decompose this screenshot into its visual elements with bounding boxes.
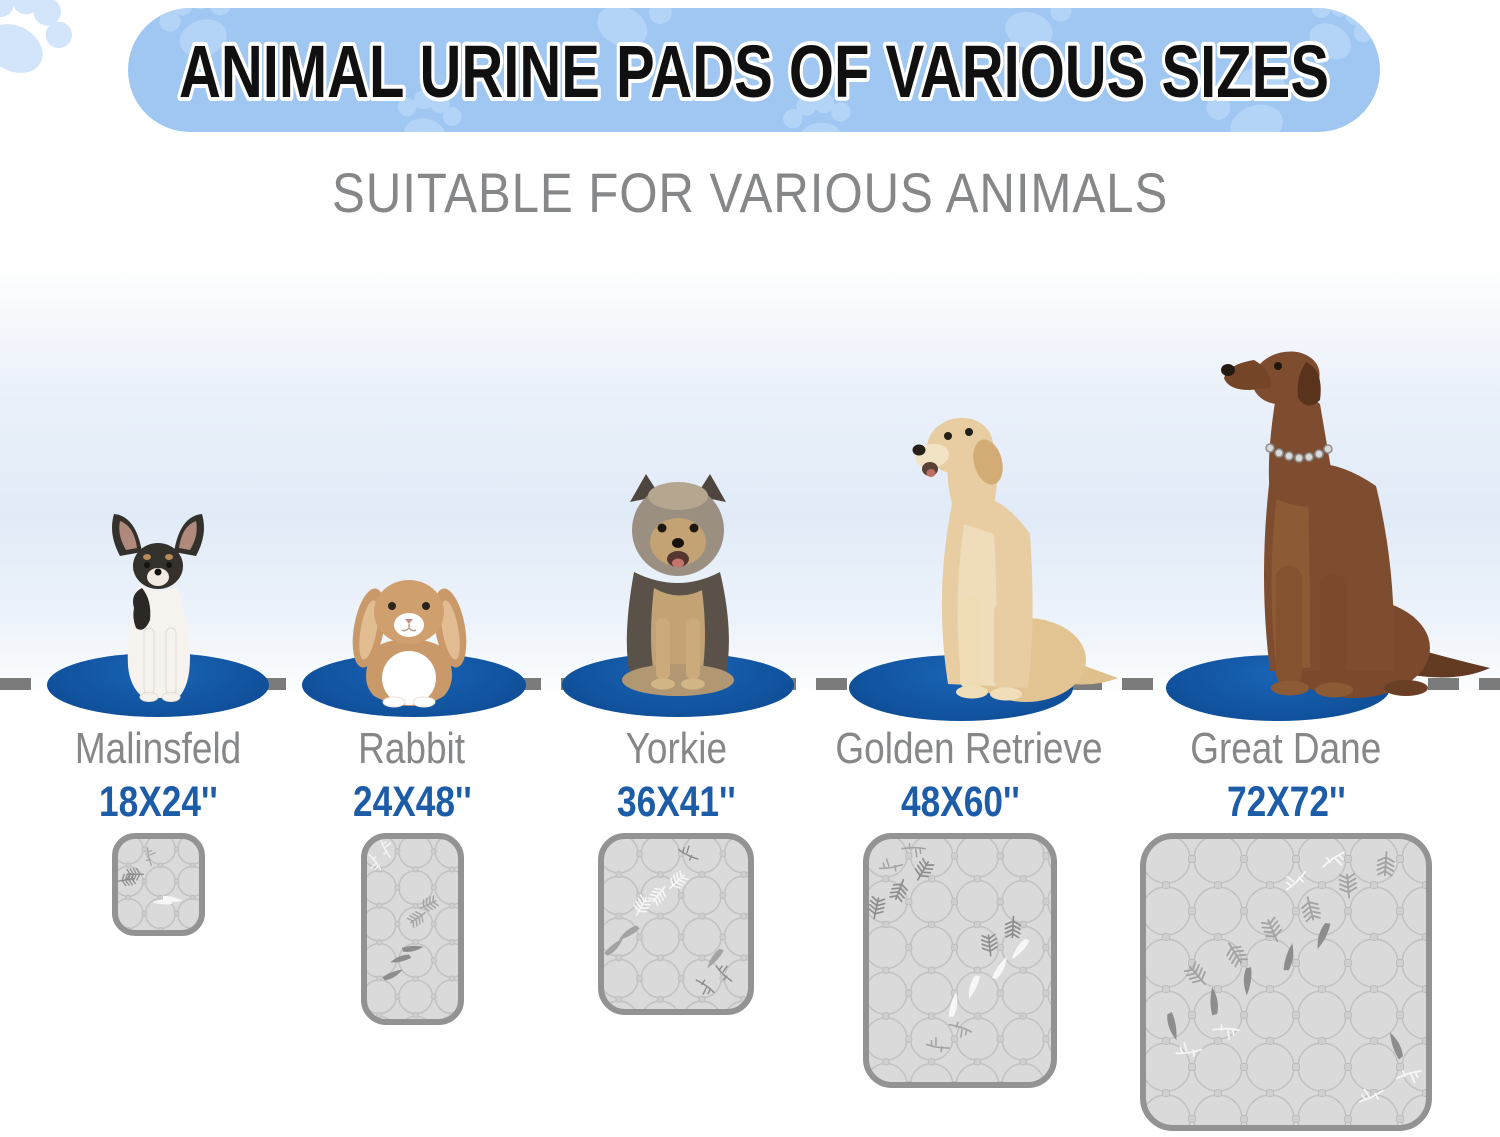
pad-swatch-48x60 (863, 833, 1057, 1088)
pad-size-label: 18X24'' (8, 778, 308, 827)
subtitle-text: SUITABLE FOR VARIOUS ANIMALS (331, 161, 1169, 224)
animal-name-label: Rabbit (262, 724, 562, 774)
pad-size-text: 72X72'' (1226, 778, 1346, 826)
pad-swatch-36x41 (598, 833, 754, 1015)
animal-name-text: Malinsfeld (74, 724, 242, 773)
pad-swatch-24x48 (361, 833, 464, 1025)
subtitle: SUITABLE FOR VARIOUS ANIMALS (0, 160, 1500, 225)
animal-name-label: Golden Retrieve (810, 724, 1110, 774)
paw-print-icon (0, 0, 84, 91)
animal-name-text: Yorkie (625, 724, 727, 773)
pad-size-label: 72X72'' (1136, 778, 1436, 827)
pad-swatch-18x24 (112, 833, 205, 936)
chihuahua-photo (112, 514, 204, 702)
great-dane-photo (1221, 351, 1490, 698)
pad-size-text: 48X60'' (900, 778, 1020, 826)
header-banner: ANIMAL URINE PADS OF VARIOUS SIZES (128, 8, 1380, 132)
pad-size-text: 36X41'' (616, 778, 736, 826)
animal-name-label: Great Dane (1136, 724, 1436, 774)
pad-size-text: 24X48'' (352, 778, 472, 826)
pad-size-text: 18X24'' (98, 778, 218, 826)
rabbit-photo (352, 580, 467, 708)
pad-size-label: 24X48'' (262, 778, 562, 827)
animal-name-label: Malinsfeld (8, 724, 308, 774)
banner-title-text: ANIMAL URINE PADS OF VARIOUS SIZES (179, 30, 1329, 113)
pad-size-label: 36X41'' (526, 778, 826, 827)
pad-size-label: 48X60'' (810, 778, 1110, 827)
animal-name-text: Rabbit (358, 724, 466, 773)
animal-name-text: Great Dane (1190, 724, 1382, 773)
yorkie-photo (622, 474, 734, 696)
banner-title: ANIMAL URINE PADS OF VARIOUS SIZES (175, 26, 1333, 117)
animal-name-text: Golden Retrieve (835, 724, 1103, 773)
pad-swatch-72x72 (1140, 833, 1432, 1131)
background-gradient (0, 272, 1500, 690)
animal-name-label: Yorkie (526, 724, 826, 774)
golden-retriever-photo (912, 417, 1118, 702)
